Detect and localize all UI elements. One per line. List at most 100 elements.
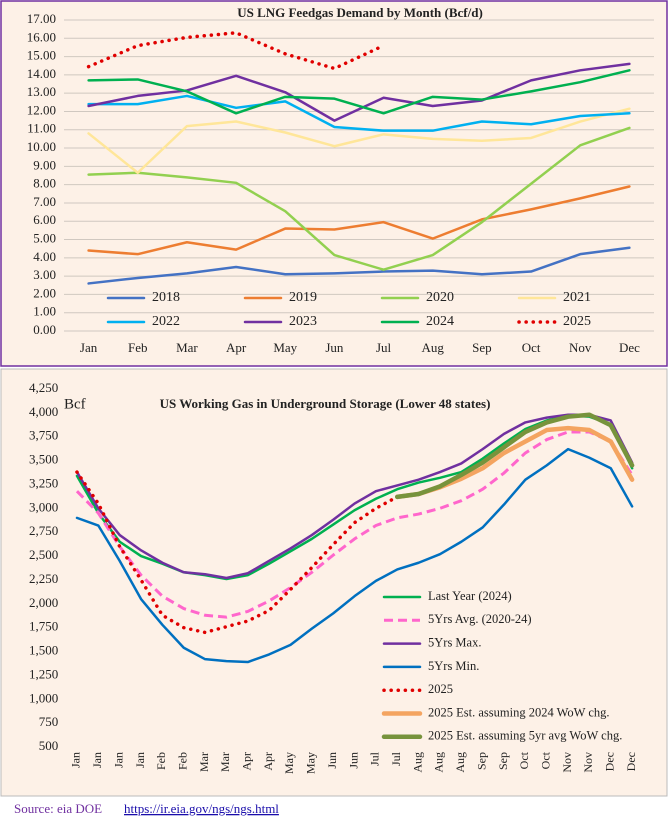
x-tick-label: Sep (472, 340, 492, 355)
y-tick-label: 750 (39, 714, 59, 729)
y-tick-label: 2,500 (29, 547, 58, 562)
x-tick-label: May (273, 340, 297, 355)
x-tick-label: Jan (111, 752, 125, 768)
y-tick-label: 2.00 (33, 285, 56, 300)
y-tick-label: 2,250 (29, 571, 58, 586)
y-tick-label: 16.00 (27, 29, 56, 44)
x-tick-label: May (282, 752, 296, 774)
x-tick-label: Aug (453, 752, 467, 773)
y-tick-label: 3,500 (29, 452, 58, 467)
source-link[interactable]: https://ir.eia.gov/ngs/ngs.html (124, 801, 279, 816)
y-tick-label: 3,750 (29, 428, 58, 443)
series-line (87, 94, 631, 132)
legend-label: 5Yrs Avg. (2020-24) (428, 612, 532, 626)
series-line (75, 430, 634, 619)
x-tick-label: Mar (176, 340, 198, 355)
source-label: Source: eia DOE (14, 801, 102, 816)
x-tick-label: Nov (581, 752, 595, 773)
legend-label: 2019 (289, 290, 317, 305)
y-tick-label: 13.00 (27, 84, 56, 99)
x-tick-label: Jul (389, 751, 403, 766)
legend-label: 2021 (563, 290, 591, 305)
legend-label: 5Yrs Max. (428, 635, 481, 649)
y-tick-label: 11.00 (27, 121, 56, 136)
y-tick-label: 3,250 (29, 475, 58, 490)
legend-label: Last Year (2024) (428, 589, 512, 603)
x-tick-label: Sep (474, 752, 488, 770)
y-tick-label: 1,250 (29, 666, 58, 681)
series-line (75, 447, 634, 664)
x-tick-label: Jan (80, 340, 98, 355)
series-line (87, 107, 631, 175)
y-tick-label: 7.00 (33, 194, 56, 209)
legend-label: 2024 (426, 314, 454, 329)
y-tick-label: 2,000 (29, 595, 58, 610)
y-tick-label: 4,000 (29, 404, 58, 419)
x-tick-label: Jan (69, 752, 83, 768)
y-tick-label: 0.00 (33, 322, 56, 337)
series-line (75, 413, 634, 580)
x-tick-label: Aug (422, 340, 445, 355)
chart-title: US LNG Feedgas Demand by Month (Bcf/d) (237, 5, 483, 20)
x-tick-label: Jun (325, 340, 344, 355)
y-tick-label: 15.00 (27, 48, 56, 63)
legend-label: 5Yrs Min. (428, 659, 479, 673)
x-tick-label: Apr (240, 752, 254, 771)
x-tick-label: Aug (432, 752, 446, 773)
x-tick-label: Oct (517, 751, 531, 769)
y-tick-label: 4.00 (33, 249, 56, 264)
x-tick-label: Dec (603, 752, 617, 771)
series-line (87, 62, 631, 122)
legend-label: 2018 (152, 290, 180, 305)
y-tick-label: 14.00 (27, 66, 56, 81)
x-tick-label: Dec (619, 340, 640, 355)
x-tick-label: Jul (368, 751, 382, 766)
x-tick-label: Jan (90, 752, 104, 768)
y-tick-label: 1,750 (29, 619, 58, 634)
y-tick-label: 500 (39, 738, 59, 753)
legend-label: 2025 (563, 314, 591, 329)
x-tick-label: Jun (346, 752, 360, 769)
y-tick-label: 6.00 (33, 212, 56, 227)
bottom-panel (0, 368, 668, 797)
series-line (87, 185, 631, 256)
x-tick-label: Jul (376, 340, 392, 355)
series-line (87, 126, 631, 271)
y-tick-label: 1,500 (29, 643, 58, 658)
y-axis-label: Bcf (64, 396, 86, 412)
legend-label: 2025 Est. assuming 5yr avg WoW chg. (428, 729, 622, 743)
x-tick-label: Apr (226, 340, 247, 355)
x-tick-label: Nov (560, 752, 574, 773)
x-tick-label: Feb (154, 752, 168, 770)
y-tick-label: 3,000 (29, 499, 58, 514)
x-tick-label: Nov (569, 340, 592, 355)
x-tick-label: Aug (410, 752, 424, 773)
legend-label: 2025 Est. assuming 2024 WoW chg. (428, 705, 610, 719)
x-tick-label: Feb (175, 752, 189, 770)
x-tick-label: Feb (128, 340, 148, 355)
y-tick-label: 2,750 (29, 523, 58, 538)
x-tick-label: Oct (538, 751, 552, 769)
series-line (87, 246, 631, 285)
y-tick-label: 1,000 (29, 690, 58, 705)
x-tick-label: Dec (624, 752, 638, 771)
series-line (87, 69, 631, 115)
x-tick-label: Mar (218, 752, 232, 772)
top-panel (0, 0, 668, 367)
y-tick-label: 9.00 (33, 157, 56, 172)
chart-title: US Working Gas in Underground Storage (L… (160, 396, 491, 411)
y-tick-label: 1.00 (33, 304, 56, 319)
y-tick-label: 17.00 (27, 11, 56, 26)
y-tick-label: 4,250 (29, 380, 58, 395)
y-tick-label: 8.00 (33, 176, 56, 191)
x-tick-label: Jan (133, 752, 147, 768)
x-tick-label: Jun (325, 752, 339, 769)
x-tick-label: Mar (197, 752, 211, 772)
y-tick-label: 12.00 (27, 102, 56, 117)
legend-label: 2022 (152, 314, 180, 329)
legend-label: 2020 (426, 290, 454, 305)
series-line (395, 412, 635, 500)
series-line (75, 470, 400, 635)
